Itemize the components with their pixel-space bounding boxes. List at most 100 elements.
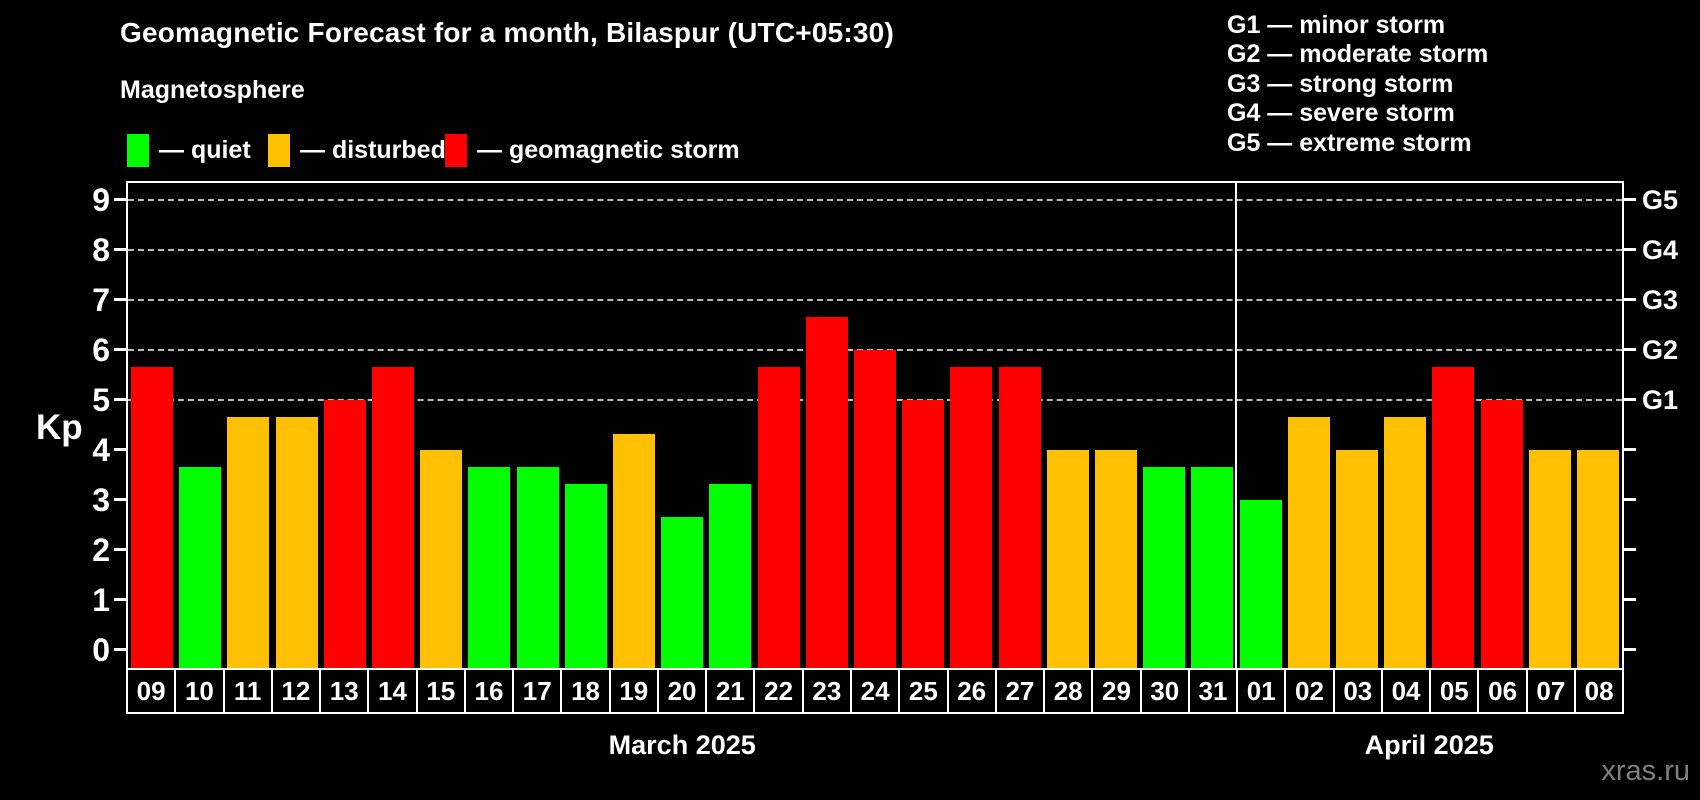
kp-bar-06 bbox=[1480, 400, 1523, 668]
month-label-april: April 2025 bbox=[1364, 730, 1494, 760]
y-tick-left-5 bbox=[114, 398, 126, 401]
watermark: xras.ru bbox=[1601, 755, 1690, 787]
y-tick-left-8 bbox=[114, 248, 126, 251]
kp-bar-23 bbox=[805, 316, 848, 668]
chart-subtitle: Magnetosphere bbox=[120, 76, 305, 104]
kp-bar-01 bbox=[1239, 500, 1282, 668]
kp-bar-07 bbox=[1528, 450, 1571, 668]
legend-item-quiet: — quiet bbox=[127, 134, 251, 167]
kp-bar-14 bbox=[372, 366, 415, 668]
kp-bar-08 bbox=[1576, 450, 1619, 668]
y-tick-label-3: 3 bbox=[92, 482, 110, 518]
kp-bar-15 bbox=[420, 450, 463, 668]
storm-scale-legend: G1 — minor storm G2 — moderate storm G3 … bbox=[1227, 11, 1488, 158]
kp-bar-18 bbox=[564, 483, 607, 668]
y-tick-left-0 bbox=[114, 648, 126, 651]
kp-bar-21 bbox=[709, 483, 752, 668]
legend-label-storm: — geomagnetic storm bbox=[477, 136, 740, 164]
y-tick-left-4 bbox=[114, 448, 126, 451]
y-tick-label-9: 9 bbox=[92, 182, 110, 218]
storm-scale-g2: G2 — moderate storm bbox=[1227, 40, 1489, 69]
y-tick-right-6 bbox=[1624, 348, 1636, 351]
day-axis-cell: 08 bbox=[1575, 670, 1623, 712]
day-axis-cell: 31 bbox=[1189, 670, 1237, 712]
day-axis-cell: 25 bbox=[900, 670, 947, 712]
day-axis-cell: 04 bbox=[1382, 670, 1430, 712]
y-tick-right-0 bbox=[1624, 648, 1636, 651]
day-axis-cell: 06 bbox=[1479, 670, 1526, 712]
y-tick-label-8: 8 bbox=[92, 232, 110, 268]
y-tick-label-5: 5 bbox=[92, 382, 110, 418]
kp-bar-05 bbox=[1432, 366, 1475, 668]
day-axis-cell: 05 bbox=[1431, 670, 1478, 712]
day-axis-cell: 22 bbox=[755, 670, 802, 712]
storm-swatch-icon bbox=[445, 134, 467, 167]
storm-scale-g1: G1 — minor storm bbox=[1227, 11, 1446, 39]
day-axis-cell: 20 bbox=[658, 670, 706, 712]
y-tick-right-1 bbox=[1624, 598, 1636, 601]
y-tick-label-2: 2 bbox=[92, 532, 110, 568]
kp-bar-13 bbox=[323, 400, 366, 668]
day-axis-cell: 07 bbox=[1527, 670, 1574, 712]
gridline-kp8 bbox=[128, 249, 1622, 251]
day-axis-cell: 11 bbox=[224, 670, 271, 712]
kp-bar-27 bbox=[998, 366, 1041, 668]
day-axis-cell: 16 bbox=[465, 670, 513, 712]
kp-bar-22 bbox=[757, 366, 800, 668]
right-axis-label-g3: G3 bbox=[1642, 285, 1679, 315]
legend-label-disturbed: — disturbed bbox=[300, 136, 446, 164]
y-tick-right-7 bbox=[1624, 298, 1636, 301]
kp-bar-17 bbox=[516, 466, 559, 668]
disturbed-swatch-icon bbox=[268, 134, 290, 167]
y-tick-left-2 bbox=[114, 548, 126, 551]
kp-bar-19 bbox=[613, 433, 656, 668]
kp-bar-10 bbox=[179, 466, 222, 668]
storm-scale-g5: G5 — extreme storm bbox=[1227, 128, 1472, 157]
kp-bar-31 bbox=[1191, 466, 1234, 668]
storm-scale-g4: G4 — severe storm bbox=[1227, 99, 1455, 128]
day-axis-cell: 12 bbox=[272, 670, 320, 712]
day-axis-cell: 21 bbox=[707, 670, 754, 712]
day-axis-cell: 18 bbox=[562, 670, 609, 712]
kp-bar-25 bbox=[902, 400, 945, 668]
y-tick-right-3 bbox=[1624, 498, 1636, 501]
right-axis-label-g1: G1 bbox=[1642, 385, 1679, 415]
day-axis-cell: 19 bbox=[610, 670, 657, 712]
day-axis-cell: 01 bbox=[1238, 670, 1285, 712]
y-tick-left-6 bbox=[114, 348, 126, 351]
y-tick-label-0: 0 bbox=[92, 632, 110, 668]
y-tick-left-7 bbox=[114, 298, 126, 301]
y-tick-label-1: 1 bbox=[92, 582, 110, 618]
kp-bar-11 bbox=[227, 416, 270, 668]
page-title: Geomagnetic Forecast for a month, Bilasp… bbox=[120, 17, 894, 48]
day-axis-cell: 10 bbox=[176, 670, 223, 712]
day-axis-cell: 28 bbox=[1045, 670, 1092, 712]
legend-label-quiet: — quiet bbox=[159, 136, 251, 164]
kp-bar-29 bbox=[1094, 450, 1137, 668]
storm-scale-g3: G3 — strong storm bbox=[1227, 69, 1454, 98]
day-axis-cell: 17 bbox=[514, 670, 561, 712]
legend-item-disturbed: — disturbed bbox=[268, 134, 446, 167]
day-axis-cell: 30 bbox=[1141, 670, 1188, 712]
y-tick-label-4: 4 bbox=[92, 432, 110, 468]
kp-bar-24 bbox=[854, 350, 896, 668]
day-axis-cell: 14 bbox=[369, 670, 416, 712]
gridline-kp9 bbox=[128, 199, 1622, 201]
right-axis-label-g5: G5 bbox=[1642, 185, 1679, 215]
right-axis-label-g4: G4 bbox=[1642, 235, 1679, 265]
day-axis-cell: 26 bbox=[948, 670, 995, 712]
plot-area bbox=[126, 181, 1624, 668]
kp-bar-02 bbox=[1287, 416, 1330, 668]
kp-bar-09 bbox=[131, 366, 174, 668]
kp-bar-26 bbox=[950, 366, 993, 668]
y-tick-right-2 bbox=[1624, 548, 1636, 551]
kp-bar-20 bbox=[661, 516, 704, 668]
day-axis-cell: 27 bbox=[996, 670, 1044, 712]
kp-bar-03 bbox=[1335, 450, 1378, 668]
kp-bar-30 bbox=[1143, 466, 1186, 668]
kp-bar-12 bbox=[275, 416, 318, 668]
day-axis-cell: 24 bbox=[851, 670, 899, 712]
y-tick-right-8 bbox=[1624, 248, 1636, 251]
kp-bar-28 bbox=[1046, 450, 1089, 668]
gridline-kp7 bbox=[128, 299, 1622, 301]
